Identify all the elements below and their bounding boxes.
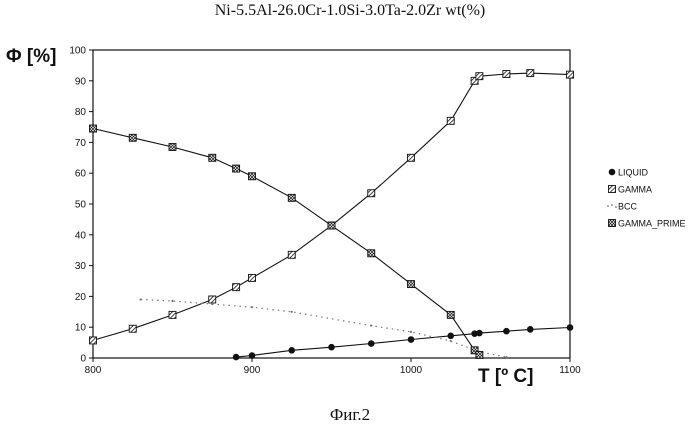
data-point-liquid <box>368 340 375 347</box>
x-tick-label: 1000 <box>400 365 423 376</box>
data-point-gamma-prime <box>447 311 454 318</box>
data-point-gamma-prime <box>129 134 136 141</box>
y-tick-label: 40 <box>75 230 87 241</box>
data-point-liquid <box>288 347 295 354</box>
data-point-gamma-prime <box>249 173 256 180</box>
data-point-gamma <box>408 154 415 161</box>
data-point-gamma-prime <box>328 222 335 229</box>
data-point-bcc <box>251 306 253 308</box>
data-point-gamma <box>503 71 510 78</box>
legend: LIQUID GAMMA BCC GAMMA_PRIME <box>607 168 685 229</box>
data-point-liquid <box>503 328 510 335</box>
y-tick-label: 20 <box>75 292 87 303</box>
data-point-gamma <box>288 251 295 258</box>
series-layer <box>90 70 574 361</box>
data-point-liquid <box>567 324 574 331</box>
series-line-gamma <box>93 73 570 340</box>
y-tick-label: 30 <box>75 261 87 272</box>
data-point-gamma <box>129 325 136 332</box>
plot-frame <box>93 50 570 358</box>
data-point-gamma-prime <box>368 250 375 257</box>
y-tick-label: 80 <box>75 107 87 118</box>
series-liquid <box>233 324 574 360</box>
y-tick-label: 0 <box>80 354 86 365</box>
legend-label-liquid: LIQUID <box>618 168 649 178</box>
data-point-liquid <box>328 344 335 351</box>
data-point-liquid <box>249 352 256 359</box>
data-point-bcc <box>140 298 142 300</box>
series-gamma <box>90 70 574 344</box>
data-point-liquid <box>527 326 534 333</box>
series-line-bcc <box>141 300 507 358</box>
series-line-liquid <box>236 328 570 358</box>
data-point-gamma <box>209 296 216 303</box>
legend-marker-gamma <box>609 186 616 193</box>
data-point-gamma-prime <box>288 194 295 201</box>
data-point-bcc <box>410 331 412 333</box>
data-point-gamma <box>249 274 256 281</box>
data-point-gamma-prime <box>408 281 415 288</box>
data-point-liquid <box>447 333 454 340</box>
y-tick-label: 10 <box>75 323 87 334</box>
data-point-bcc <box>370 325 372 327</box>
y-tick-label: 70 <box>75 138 87 149</box>
legend-marker-gamma-prime <box>609 220 616 227</box>
data-point-gamma <box>233 284 240 291</box>
y-tick-label: 100 <box>69 46 86 57</box>
data-point-gamma <box>447 117 454 124</box>
series-bcc <box>140 298 508 358</box>
data-point-gamma-prime <box>209 154 216 161</box>
data-point-bcc <box>505 356 507 358</box>
data-point-liquid <box>408 336 415 343</box>
data-point-gamma-prime <box>90 125 97 132</box>
legend-marker-bcc <box>615 206 617 208</box>
legend-marker-bcc <box>611 204 613 206</box>
y-tick-label: 60 <box>75 169 87 180</box>
x-tick-label: 1100 <box>559 365 581 376</box>
y-tick-label: 90 <box>75 76 87 87</box>
data-point-gamma <box>368 190 375 197</box>
data-point-bcc <box>450 340 452 342</box>
data-point-liquid <box>476 330 483 337</box>
data-point-gamma <box>169 311 176 318</box>
data-point-gamma-prime <box>233 165 240 172</box>
data-point-gamma-prime <box>169 144 176 151</box>
axes: 0 10 20 30 40 50 60 70 80 90 100 800 900 1000 1100 <box>69 46 581 377</box>
data-point-gamma-prime <box>476 351 483 358</box>
data-point-gamma <box>476 73 483 80</box>
legend-label-gamma-prime: GAMMA_PRIME <box>618 219 686 229</box>
data-point-bcc <box>291 311 293 313</box>
legend-label-gamma: GAMMA <box>618 185 652 195</box>
data-point-bcc <box>211 303 213 305</box>
data-point-gamma <box>90 337 97 344</box>
legend-marker-bcc <box>607 205 609 207</box>
series-line-gamma-prime <box>93 129 479 355</box>
y-tick-label: 50 <box>75 200 87 211</box>
x-tick-label: 900 <box>244 365 261 376</box>
legend-marker-liquid <box>609 169 616 176</box>
x-tick-label: 800 <box>85 365 102 376</box>
legend-label-bcc: BCC <box>618 202 638 212</box>
data-point-gamma <box>567 71 574 78</box>
data-point-liquid <box>233 354 240 361</box>
data-point-bcc <box>171 300 173 302</box>
data-point-gamma <box>527 70 534 77</box>
